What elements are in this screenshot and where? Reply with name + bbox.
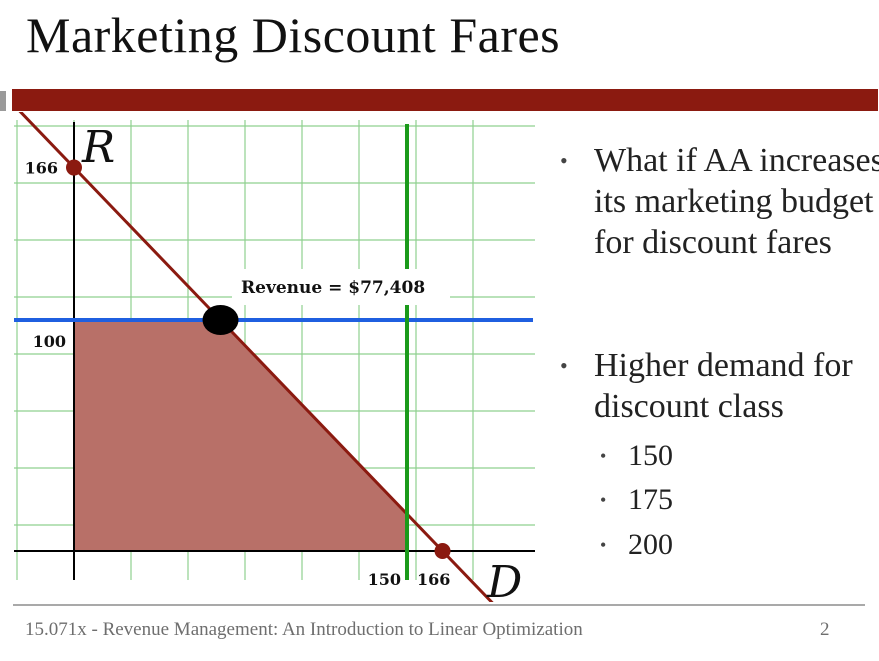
sub-bullet-dot: •: [600, 535, 607, 555]
y-axis-label: R: [81, 122, 115, 173]
title-bar: [12, 89, 878, 111]
bullet-text: Higher demand for discount class: [594, 347, 853, 425]
sub-bullet-text: 150: [628, 439, 673, 472]
bullet-dot: •: [560, 148, 568, 173]
x-intercept-point: [434, 543, 451, 559]
capacity-constraint-line: [18, 112, 494, 602]
y-tick-label-100: 100: [33, 332, 66, 351]
footer-text: 15.071x - Revenue Management: An Introdu…: [25, 619, 583, 640]
optimal-point: [202, 305, 239, 335]
page-number: 2: [820, 619, 830, 640]
slide-title: Marketing Discount Fares: [26, 7, 561, 63]
lp-chart: Revenue = $77,408 R D 166 100 150 166: [14, 112, 535, 602]
bullet-dot: •: [560, 353, 568, 378]
title-bar-marker: [0, 91, 6, 111]
bullet-text: What if AA increases its marketing budge…: [594, 142, 879, 261]
sub-bullet-dot: •: [600, 446, 607, 466]
y-intercept-point: [66, 159, 82, 176]
sub-bullet-text: 175: [628, 483, 673, 516]
footer-divider: [13, 604, 865, 606]
sub-bullet-text: 200: [628, 528, 673, 561]
feasible-region: [74, 320, 407, 551]
sub-bullet-dot: •: [600, 490, 607, 510]
revenue-label-background: [232, 269, 450, 305]
revenue-annotation: Revenue = $77,408: [241, 278, 425, 298]
x-tick-label-166: 166: [417, 570, 450, 589]
x-axis-label: D: [486, 557, 522, 602]
x-tick-label-150: 150: [368, 570, 401, 589]
y-tick-label-166: 166: [25, 159, 58, 178]
